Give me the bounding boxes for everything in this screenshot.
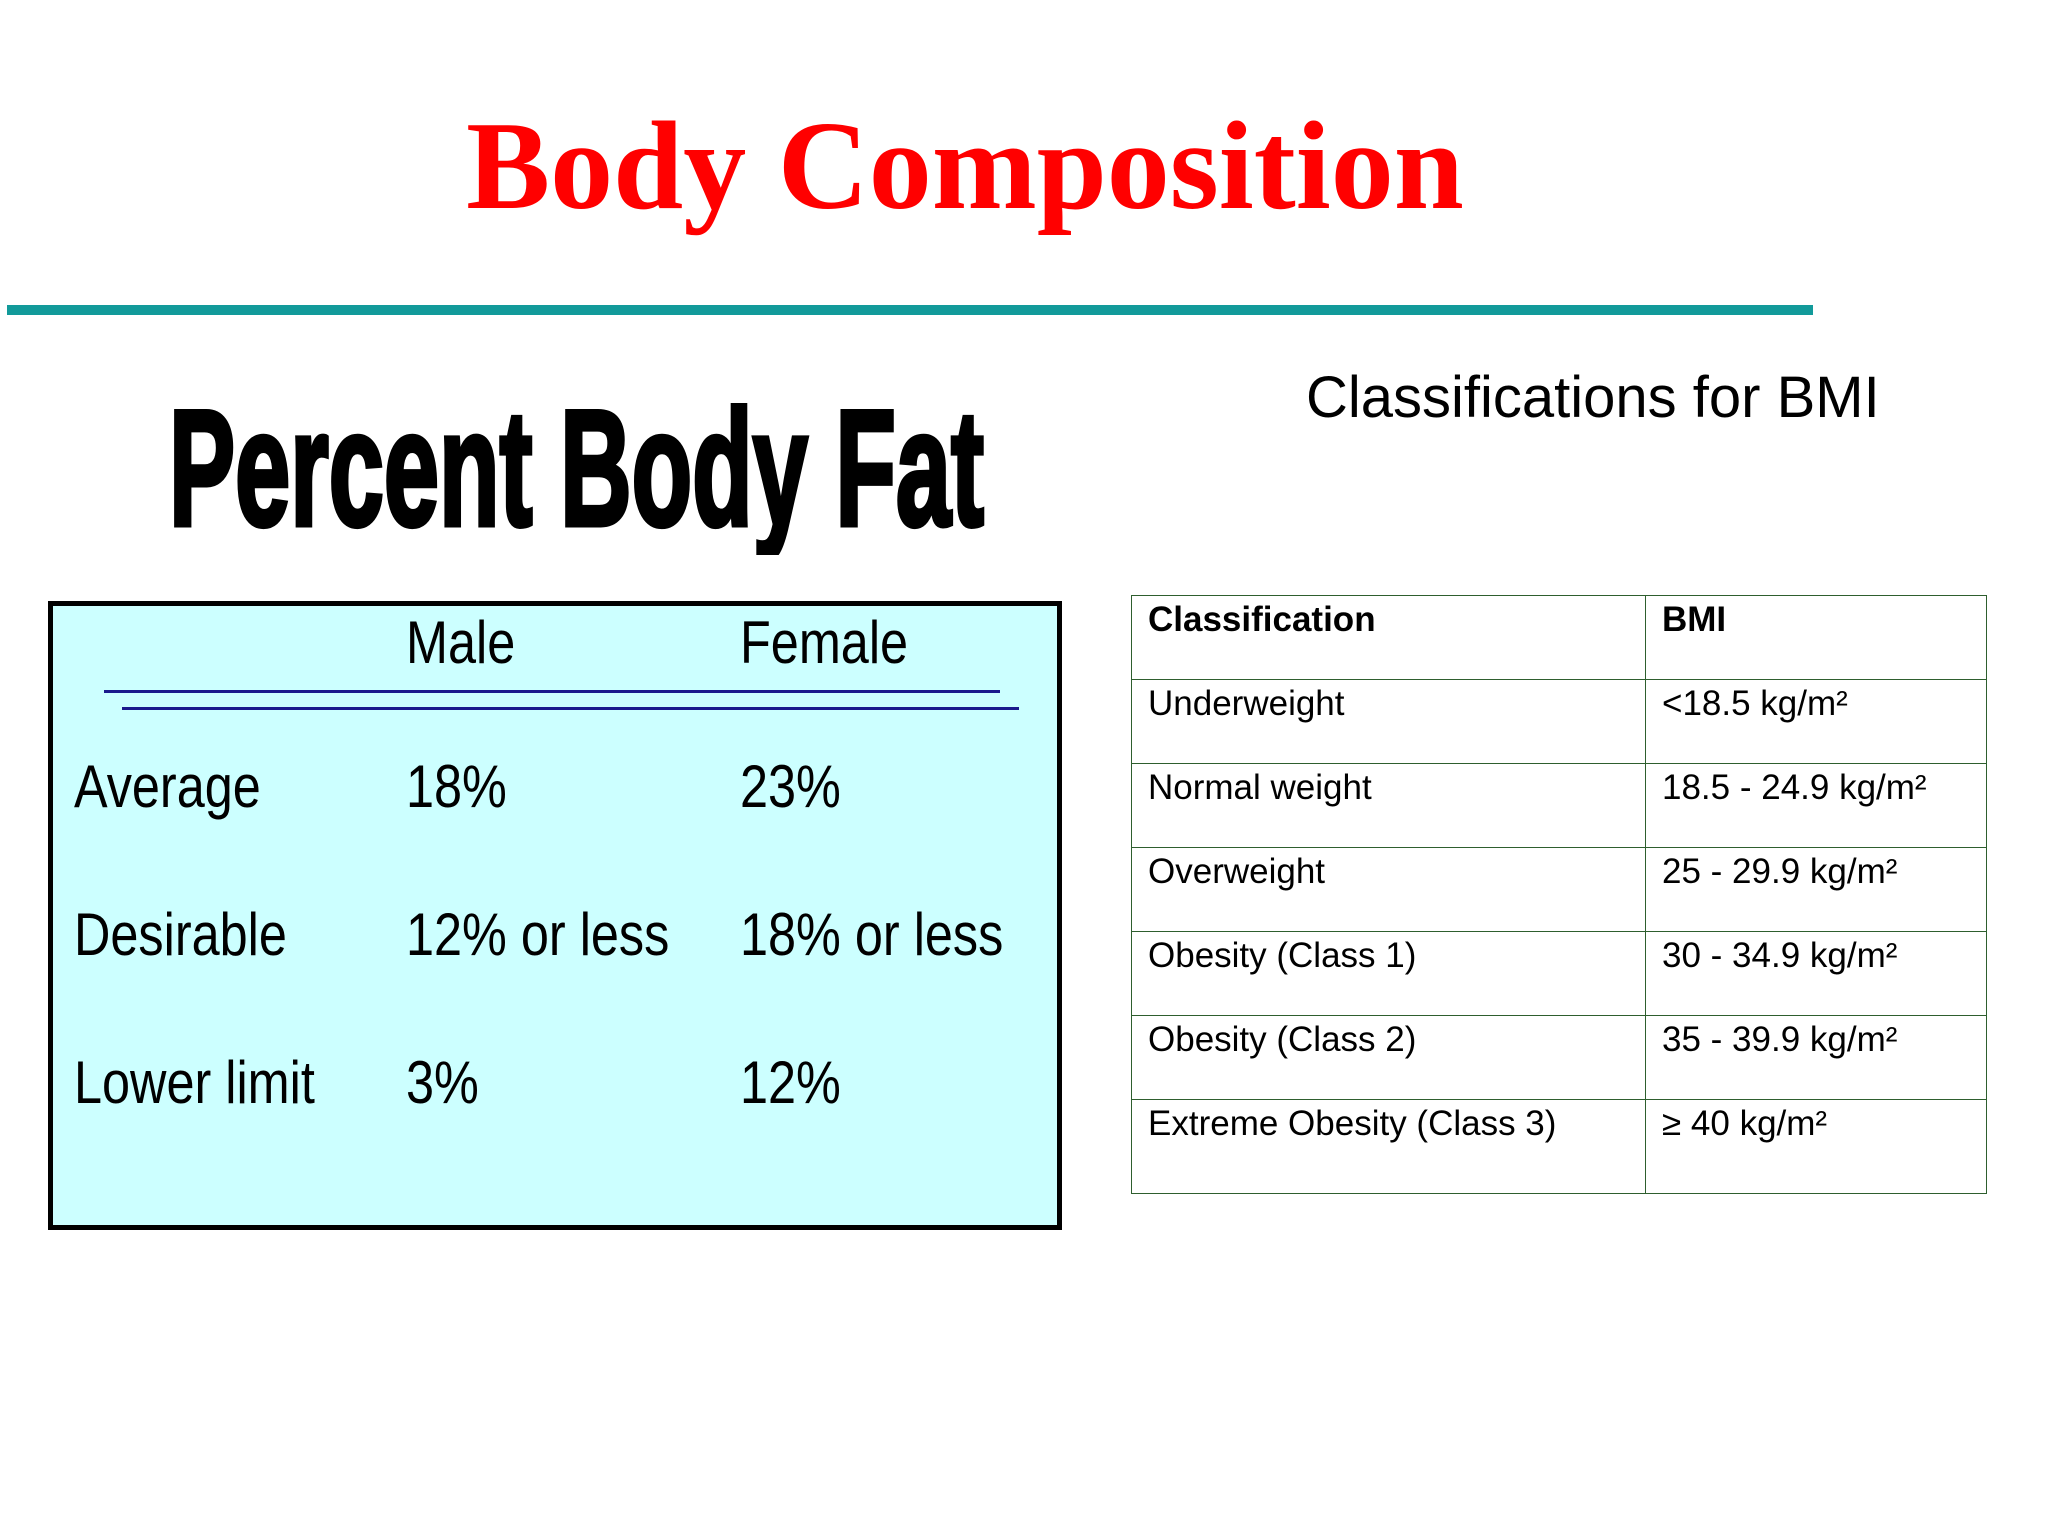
table-row: Normal weight 18.5 - 24.9 kg/m² [1131,763,1987,848]
cell: 12% [740,1049,841,1116]
body-fat-title: Percent Body Fat [169,385,984,555]
cell: 18.5 - 24.9 kg/m² [1645,763,1987,848]
cell: Normal weight [1131,763,1646,848]
column-header: Female [740,609,909,676]
slide-title: Body Composition [466,97,1464,236]
cell: Obesity (Class 1) [1131,931,1646,1016]
cell: 25 - 29.9 kg/m² [1645,847,1987,932]
bmi-title: Classifications for BMI [1306,365,1880,430]
cell: Underweight [1131,679,1646,764]
table-row: Overweight 25 - 29.9 kg/m² [1131,847,1987,932]
table-row: Underweight <18.5 kg/m² [1131,679,1987,764]
header-rule [122,707,1019,710]
bmi-table: Classification BMI Underweight <18.5 kg/m² N… [1131,595,1987,1194]
row-label: Average [74,753,261,820]
header-rule [104,690,1000,693]
row-label: Desirable [74,901,287,968]
cell: <18.5 kg/m² [1645,679,1987,764]
row-label: Lower limit [74,1049,315,1116]
cell: 3% [406,1049,479,1116]
column-header: BMI [1645,595,1987,680]
cell: Overweight [1131,847,1646,932]
cell: ≥ 40 kg/m² [1645,1099,1987,1194]
cell: 35 - 39.9 kg/m² [1645,1015,1987,1100]
body-fat-heading: Percent Body Fat [167,385,987,555]
divider [7,305,1813,315]
column-header: Male [406,609,516,676]
cell: Extreme Obesity (Class 3) [1131,1099,1646,1194]
cell: 30 - 34.9 kg/m² [1645,931,1987,1016]
cell: Obesity (Class 2) [1131,1015,1646,1100]
table-row: Extreme Obesity (Class 3) ≥ 40 kg/m² [1131,1099,1987,1194]
table-row: Obesity (Class 1) 30 - 34.9 kg/m² [1131,931,1987,1016]
cell: 18% or less [740,901,1004,968]
table-row: Obesity (Class 2) 35 - 39.9 kg/m² [1131,1015,1987,1100]
cell: 23% [740,753,841,820]
cell: 12% or less [406,901,670,968]
body-fat-table: Male Female Average 18% 23% Desirable 12% or l… [48,601,1062,1230]
column-header: Classification [1131,595,1646,680]
header-row: Classification BMI [1131,595,1987,680]
cell: 18% [406,753,507,820]
